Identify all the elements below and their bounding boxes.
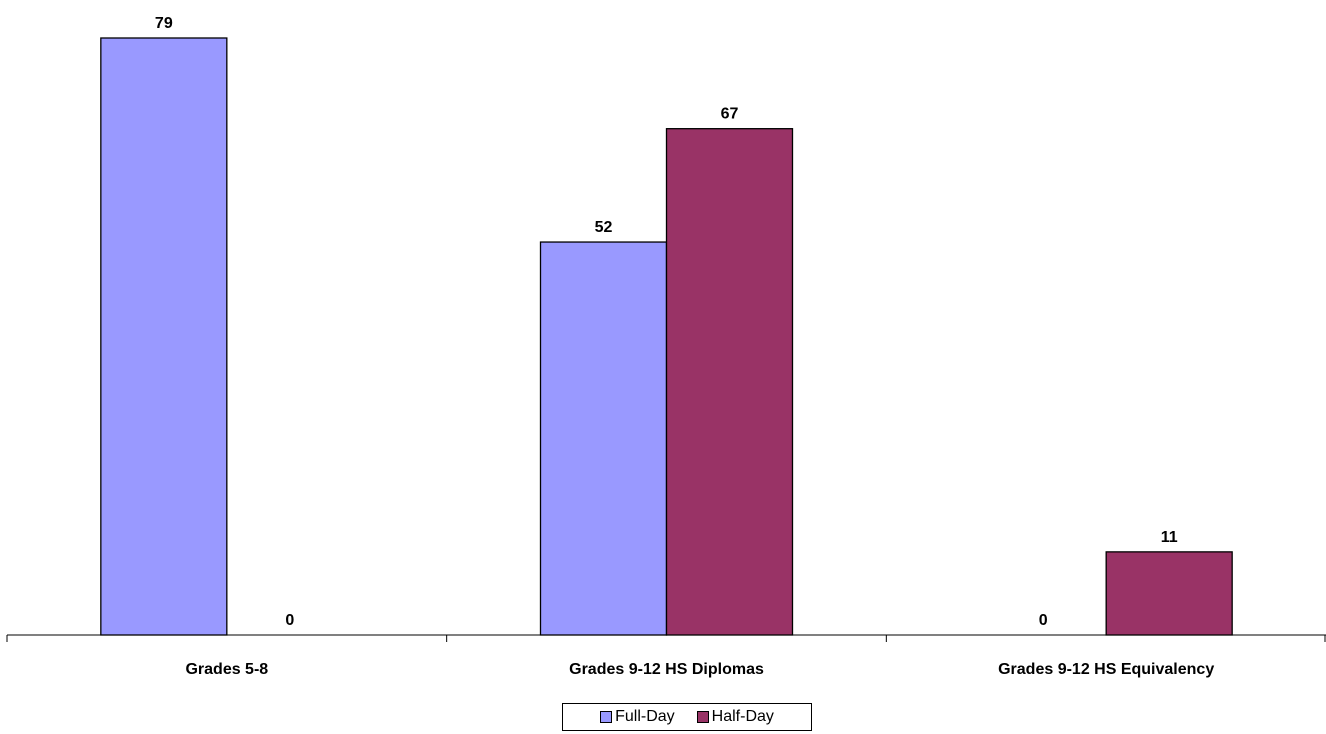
bar-full-day-2	[539, 241, 668, 636]
legend-item-full-day: Full-Day	[600, 708, 675, 726]
bar-full-day-1	[100, 37, 228, 636]
data-label-full-day-1: 79	[155, 15, 173, 32]
data-labels: 79 0 Grades 5-8 52 67 Grades 9-12 HS Diplomas…	[155, 15, 1214, 678]
x-tick-label-1: Grades 5-8	[185, 661, 268, 678]
data-label-half-day-3: 11	[1161, 529, 1178, 546]
legend-item-half-day: Half-Day	[696, 708, 774, 726]
legend: Full-Day Half-Day	[562, 703, 812, 731]
x-tick-label-2: Grades 9-12 HS Diplomas	[569, 661, 764, 678]
bar-half-day-3	[1105, 551, 1233, 636]
data-label-full-day-3: 0	[1039, 612, 1048, 629]
legend-label-full-day: Full-Day	[615, 708, 675, 725]
bars-layer	[100, 37, 1233, 636]
legend-swatch-half-day	[696, 711, 709, 723]
data-label-half-day-1: 0	[285, 612, 294, 629]
x-tick-label-3: Grades 9-12 HS Equivalency	[998, 661, 1214, 678]
data-label-half-day-2: 67	[721, 106, 739, 123]
x-axis	[6, 634, 1326, 642]
legend-label-half-day: Half-Day	[711, 708, 774, 725]
data-label-full-day-2: 52	[595, 219, 613, 236]
legend-swatch-full-day	[600, 711, 613, 723]
bar-half-day-2	[665, 128, 794, 636]
